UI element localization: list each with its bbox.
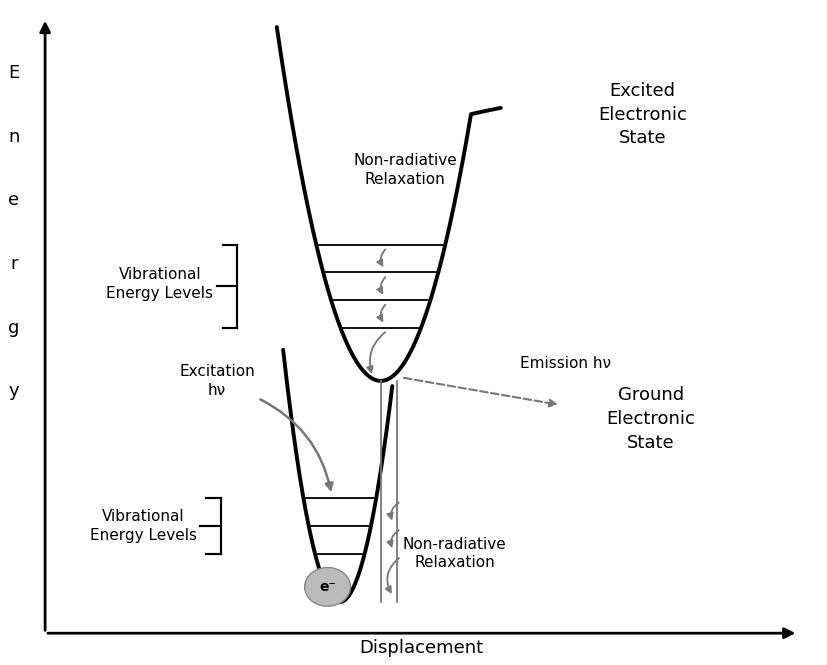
FancyArrowPatch shape: [367, 332, 385, 372]
Text: Excitation
hν: Excitation hν: [179, 364, 255, 398]
FancyArrowPatch shape: [377, 305, 385, 321]
Text: Vibrational
Energy Levels: Vibrational Energy Levels: [106, 267, 213, 301]
FancyArrowPatch shape: [387, 503, 399, 519]
FancyArrowPatch shape: [404, 378, 556, 406]
FancyArrowPatch shape: [377, 277, 385, 293]
Text: Non-radiative
Relaxation: Non-radiative Relaxation: [403, 537, 506, 571]
Circle shape: [304, 567, 351, 606]
FancyArrowPatch shape: [385, 558, 399, 593]
Text: Non-radiative
Relaxation: Non-radiative Relaxation: [353, 153, 457, 187]
Text: E: E: [8, 65, 20, 82]
Text: Displacement: Displacement: [360, 639, 484, 658]
Text: Ground
Electronic
State: Ground Electronic State: [606, 386, 696, 452]
Text: e: e: [8, 192, 20, 209]
Text: y: y: [8, 382, 19, 400]
Text: g: g: [8, 319, 20, 336]
Text: n: n: [8, 128, 20, 146]
FancyArrowPatch shape: [377, 249, 385, 265]
Text: e⁻: e⁻: [319, 580, 336, 594]
Text: Emission hν: Emission hν: [520, 356, 611, 371]
Text: r: r: [10, 255, 17, 273]
Text: Excited
Electronic
State: Excited Electronic State: [598, 82, 687, 148]
Text: Vibrational
Energy Levels: Vibrational Energy Levels: [90, 509, 197, 543]
FancyArrowPatch shape: [261, 400, 332, 489]
FancyArrowPatch shape: [387, 530, 399, 547]
